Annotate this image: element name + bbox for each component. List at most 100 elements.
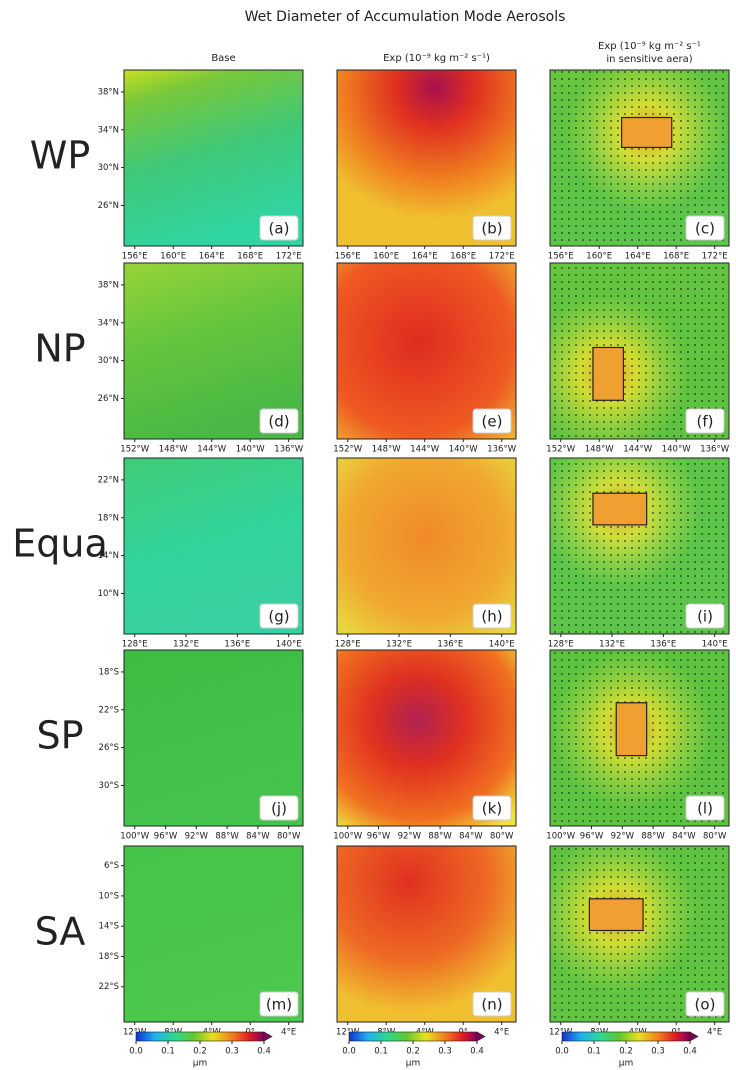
colorbar-tick-label: 0.3	[438, 1047, 452, 1057]
colorbar-unit: μm	[193, 1059, 208, 1069]
x-tick-label: 128°E	[122, 640, 148, 650]
x-tick-label: 100°W	[120, 832, 149, 842]
y-tick-label: 18°S	[99, 667, 119, 677]
x-tick-label: 136°W	[274, 445, 303, 455]
map-frame	[336, 457, 517, 635]
x-tick-label: 140°E	[276, 640, 302, 650]
row-label: SA	[35, 910, 86, 954]
x-tick-label: 96°W	[580, 832, 604, 842]
map-frame	[336, 69, 517, 247]
y-tick-label: 14°N	[98, 551, 119, 561]
map-frame	[549, 457, 730, 635]
x-tick-label: 128°E	[548, 640, 574, 650]
sensitive-area-box	[592, 346, 624, 401]
map-frame	[549, 69, 730, 247]
colorbar-tick-label: 0.0	[129, 1047, 143, 1057]
column-title: Exp (10⁻⁹ kg m⁻² s⁻¹)	[383, 53, 490, 64]
panel-label: (l)	[697, 800, 713, 818]
x-tick-label: 172°E	[276, 252, 302, 262]
x-tick-label: 140°W	[662, 445, 691, 455]
x-tick-label: 160°E	[586, 252, 612, 262]
colorbar-tick-label: 0.3	[225, 1047, 239, 1057]
x-tick-label: 140°E	[702, 640, 728, 650]
y-tick-label: 22°S	[99, 982, 119, 992]
colorbar-tick-label: 0.2	[193, 1047, 207, 1057]
colorbar-extend	[476, 1031, 486, 1042]
colorbar-extend	[689, 1031, 699, 1042]
panel-label-box	[259, 408, 299, 434]
panel-label: (e)	[482, 413, 503, 431]
x-tick-label: 12°W	[123, 1028, 147, 1038]
x-tick-label: 160°E	[373, 252, 399, 262]
sensitive-area-box	[592, 492, 648, 526]
column-title: in sensitive aera)	[606, 54, 692, 65]
panel-label-box	[472, 795, 512, 821]
panel-label: (o)	[695, 996, 716, 1014]
panel-label: (g)	[268, 608, 289, 626]
x-tick-label: 100°W	[333, 832, 362, 842]
x-tick-label: 144°W	[623, 445, 652, 455]
y-tick-label: 30°S	[99, 781, 119, 791]
sensitive-area-box	[615, 702, 648, 757]
y-tick-label: 34°N	[98, 125, 119, 135]
x-tick-label: 136°E	[224, 640, 250, 650]
x-tick-label: 132°E	[386, 640, 412, 650]
panel-label-box	[472, 991, 512, 1017]
y-tick-label: 26°N	[98, 394, 119, 404]
x-tick-label: 92°W	[611, 832, 635, 842]
x-tick-label: 132°E	[599, 640, 625, 650]
x-tick-label: 148°W	[159, 445, 188, 455]
x-tick-label: 136°W	[700, 445, 729, 455]
row-label: Equa	[12, 522, 108, 566]
y-tick-label: 18°S	[99, 952, 119, 962]
map-frame	[549, 262, 730, 440]
row-label: WP	[30, 134, 91, 178]
x-tick-label: 136°W	[487, 445, 516, 455]
colorbar-tick-label: 0.1	[587, 1047, 601, 1057]
x-tick-label: 92°W	[398, 832, 422, 842]
y-tick-label: 26°S	[99, 743, 119, 753]
x-tick-label: 80°W	[703, 832, 727, 842]
x-tick-label: 140°W	[236, 445, 265, 455]
x-tick-label: 172°E	[489, 252, 515, 262]
panel-label: (m)	[266, 996, 292, 1014]
row-label: NP	[34, 327, 85, 371]
x-tick-label: 80°W	[490, 832, 514, 842]
column-title: Exp (10⁻⁹ kg m⁻² s⁻¹	[598, 41, 701, 52]
x-tick-label: 12°W	[549, 1028, 573, 1038]
colorbar-tick-label: 0.2	[406, 1047, 420, 1057]
x-tick-label: 152°W	[120, 445, 149, 455]
y-tick-label: 10°S	[99, 891, 119, 901]
colorbar-tick-label: 0.4	[257, 1047, 271, 1057]
panel-label-box	[259, 215, 299, 241]
colorbar-tick-label: 0.1	[161, 1047, 175, 1057]
x-tick-label: 96°W	[154, 832, 178, 842]
y-tick-label: 30°N	[98, 356, 119, 366]
figure-title: Wet Diameter of Accumulation Mode Aeroso…	[245, 9, 566, 25]
panel-label-box	[685, 603, 725, 629]
x-tick-label: 168°E	[663, 252, 689, 262]
panel-label-box	[472, 408, 512, 434]
x-tick-label: 4°E	[281, 1028, 296, 1038]
x-tick-label: 156°E	[335, 252, 361, 262]
map-frame	[123, 262, 304, 440]
x-tick-label: 164°E	[625, 252, 651, 262]
x-tick-label: 88°W	[215, 832, 239, 842]
x-tick-label: 84°W	[459, 832, 483, 842]
x-tick-label: 152°W	[333, 445, 362, 455]
y-tick-label: 38°N	[98, 87, 119, 97]
x-tick-label: 80°W	[277, 832, 301, 842]
colorbar-tick-label: 0.4	[683, 1047, 697, 1057]
colorbar	[348, 1031, 478, 1042]
y-tick-label: 34°N	[98, 318, 119, 328]
map-frame	[549, 845, 730, 1023]
map-frame	[123, 649, 304, 827]
panel-label: (n)	[481, 996, 502, 1014]
x-tick-label: 136°E	[650, 640, 676, 650]
panel-label: (k)	[482, 800, 502, 818]
sensitive-area-box	[620, 116, 673, 149]
x-tick-label: 136°E	[437, 640, 463, 650]
y-tick-label: 14°S	[99, 922, 119, 932]
panel-label: (b)	[481, 220, 502, 238]
sensitive-area-box	[588, 898, 644, 932]
